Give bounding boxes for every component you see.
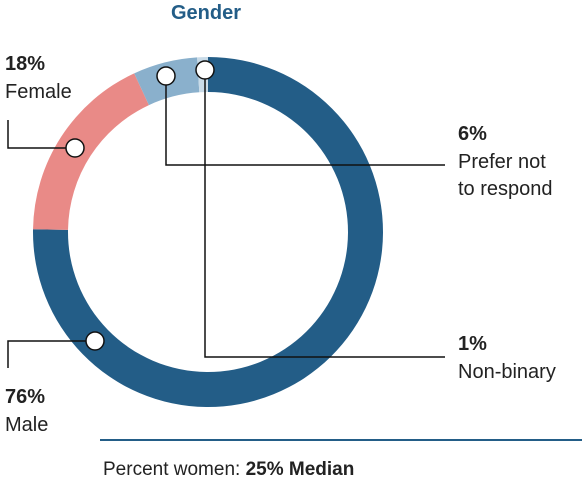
leader-dot — [65, 138, 85, 158]
leader-line — [7, 340, 95, 368]
footer-label: Percent women: — [103, 459, 241, 480]
value-label: 6% — [458, 123, 487, 145]
category-label: Prefer not to respond — [458, 151, 553, 200]
value-label: 18% — [5, 53, 46, 75]
leader-dot — [156, 66, 176, 86]
slice — [33, 73, 149, 230]
value-label: 76% — [5, 386, 46, 408]
leader-line — [7, 120, 75, 149]
value-label: 1% — [458, 333, 487, 355]
category-label: Non-binary — [458, 361, 556, 383]
footer: Percent women: 25% Median — [103, 459, 354, 481]
footer-highlight: 25% Median — [245, 459, 355, 480]
leader-dot — [195, 60, 215, 80]
category-label: Male — [5, 414, 49, 436]
leader-line — [165, 76, 445, 166]
category-label: Female — [5, 81, 72, 103]
leader-line — [204, 70, 445, 358]
leader-dot — [85, 331, 105, 351]
chart-title: Gender — [170, 2, 242, 24]
